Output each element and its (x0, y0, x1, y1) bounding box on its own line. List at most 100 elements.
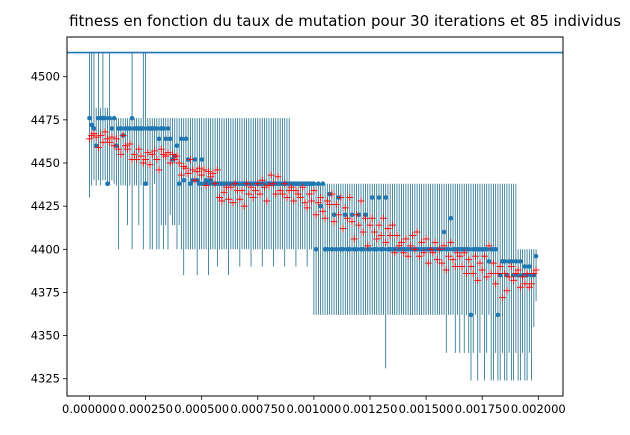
mean-point (494, 269, 502, 277)
mean-point (406, 242, 414, 250)
max-point (318, 203, 323, 209)
max-points-layer (87, 115, 539, 318)
max-point (91, 126, 97, 131)
mean-point (528, 280, 536, 288)
max-point (165, 126, 171, 131)
mean-point (112, 135, 120, 143)
mean-point (418, 238, 426, 246)
error-bars-layer (89, 52, 537, 381)
max-point (504, 272, 510, 278)
mean-point (451, 263, 459, 271)
mean-point (483, 273, 491, 281)
mean-point (321, 214, 329, 222)
mean-point (359, 228, 367, 236)
mean-point (319, 207, 327, 215)
mean-point (400, 249, 408, 257)
mean-point (469, 269, 477, 277)
max-point (93, 143, 99, 149)
max-point (102, 115, 108, 121)
max-point (354, 246, 359, 252)
mean-point (357, 197, 365, 205)
max-point (522, 264, 528, 269)
mean-point (337, 194, 345, 202)
mean-point (108, 133, 116, 141)
mean-point (382, 238, 390, 246)
max-point (154, 126, 160, 131)
mean-point (308, 197, 316, 205)
max-point (441, 229, 447, 235)
mean-point (355, 221, 363, 229)
y-tick-label: 4400 (31, 242, 60, 256)
mean-point (249, 194, 257, 202)
mean-point (225, 195, 233, 203)
x-tick-label: 0.000750 (230, 402, 285, 416)
mean-point (496, 263, 504, 271)
mean-point (366, 221, 374, 229)
mean-point (195, 164, 203, 172)
max-point (367, 246, 373, 252)
max-point (383, 195, 388, 200)
mean-point (202, 181, 210, 189)
mean-point (177, 171, 185, 179)
mean-point (144, 149, 152, 157)
mean-point (339, 225, 347, 233)
mean-point (229, 199, 237, 207)
mean-point (330, 218, 338, 226)
mean-point (402, 235, 410, 243)
max-point (513, 259, 519, 264)
max-point (206, 181, 211, 187)
max-point (107, 115, 112, 121)
max-point (468, 312, 474, 318)
mean-point (507, 263, 515, 271)
mean-point (474, 276, 482, 284)
mean-point (341, 204, 349, 212)
max-point (89, 122, 94, 128)
chart-title: fitness en fonction du taux de mutation … (69, 12, 621, 30)
mean-point (287, 183, 295, 191)
mean-point (182, 164, 190, 172)
max-point (342, 212, 348, 218)
mean-point (521, 280, 529, 288)
mean-point (256, 190, 264, 198)
mean-point (420, 249, 428, 257)
mean-point (312, 211, 320, 219)
max-point (360, 246, 366, 252)
mean-point (411, 245, 419, 253)
y-tick-label: 4475 (31, 113, 60, 127)
mean-point (422, 235, 430, 243)
max-point (161, 126, 166, 131)
mean-point (119, 131, 127, 139)
mean-point (299, 183, 307, 191)
max-point (466, 246, 472, 252)
max-point (325, 246, 330, 252)
max-point (87, 115, 92, 121)
max-point (484, 246, 489, 252)
mean-point (236, 195, 244, 203)
mean-point (301, 199, 309, 207)
x-tick-label: 0.000250 (118, 402, 173, 416)
mean-point (283, 194, 291, 202)
mean-point (375, 221, 383, 229)
max-point (143, 181, 148, 187)
mean-point (186, 156, 194, 164)
mean-point (350, 235, 358, 243)
max-point (201, 181, 207, 187)
max-point (320, 181, 326, 187)
mean-point (514, 266, 522, 274)
max-point (374, 246, 380, 252)
mean-point (364, 242, 372, 250)
max-point (199, 157, 204, 162)
mean-point (137, 152, 145, 160)
max-point (127, 126, 133, 131)
mean-point (184, 169, 192, 177)
mean-point (424, 259, 432, 267)
mean-point (220, 188, 228, 196)
max-point (518, 259, 523, 264)
mean-point (101, 128, 109, 136)
mean-point (478, 266, 486, 274)
mean-point (467, 263, 475, 271)
mean-point (117, 150, 125, 158)
max-point (334, 246, 339, 252)
mean-point (218, 197, 226, 205)
mean-point (290, 197, 298, 205)
